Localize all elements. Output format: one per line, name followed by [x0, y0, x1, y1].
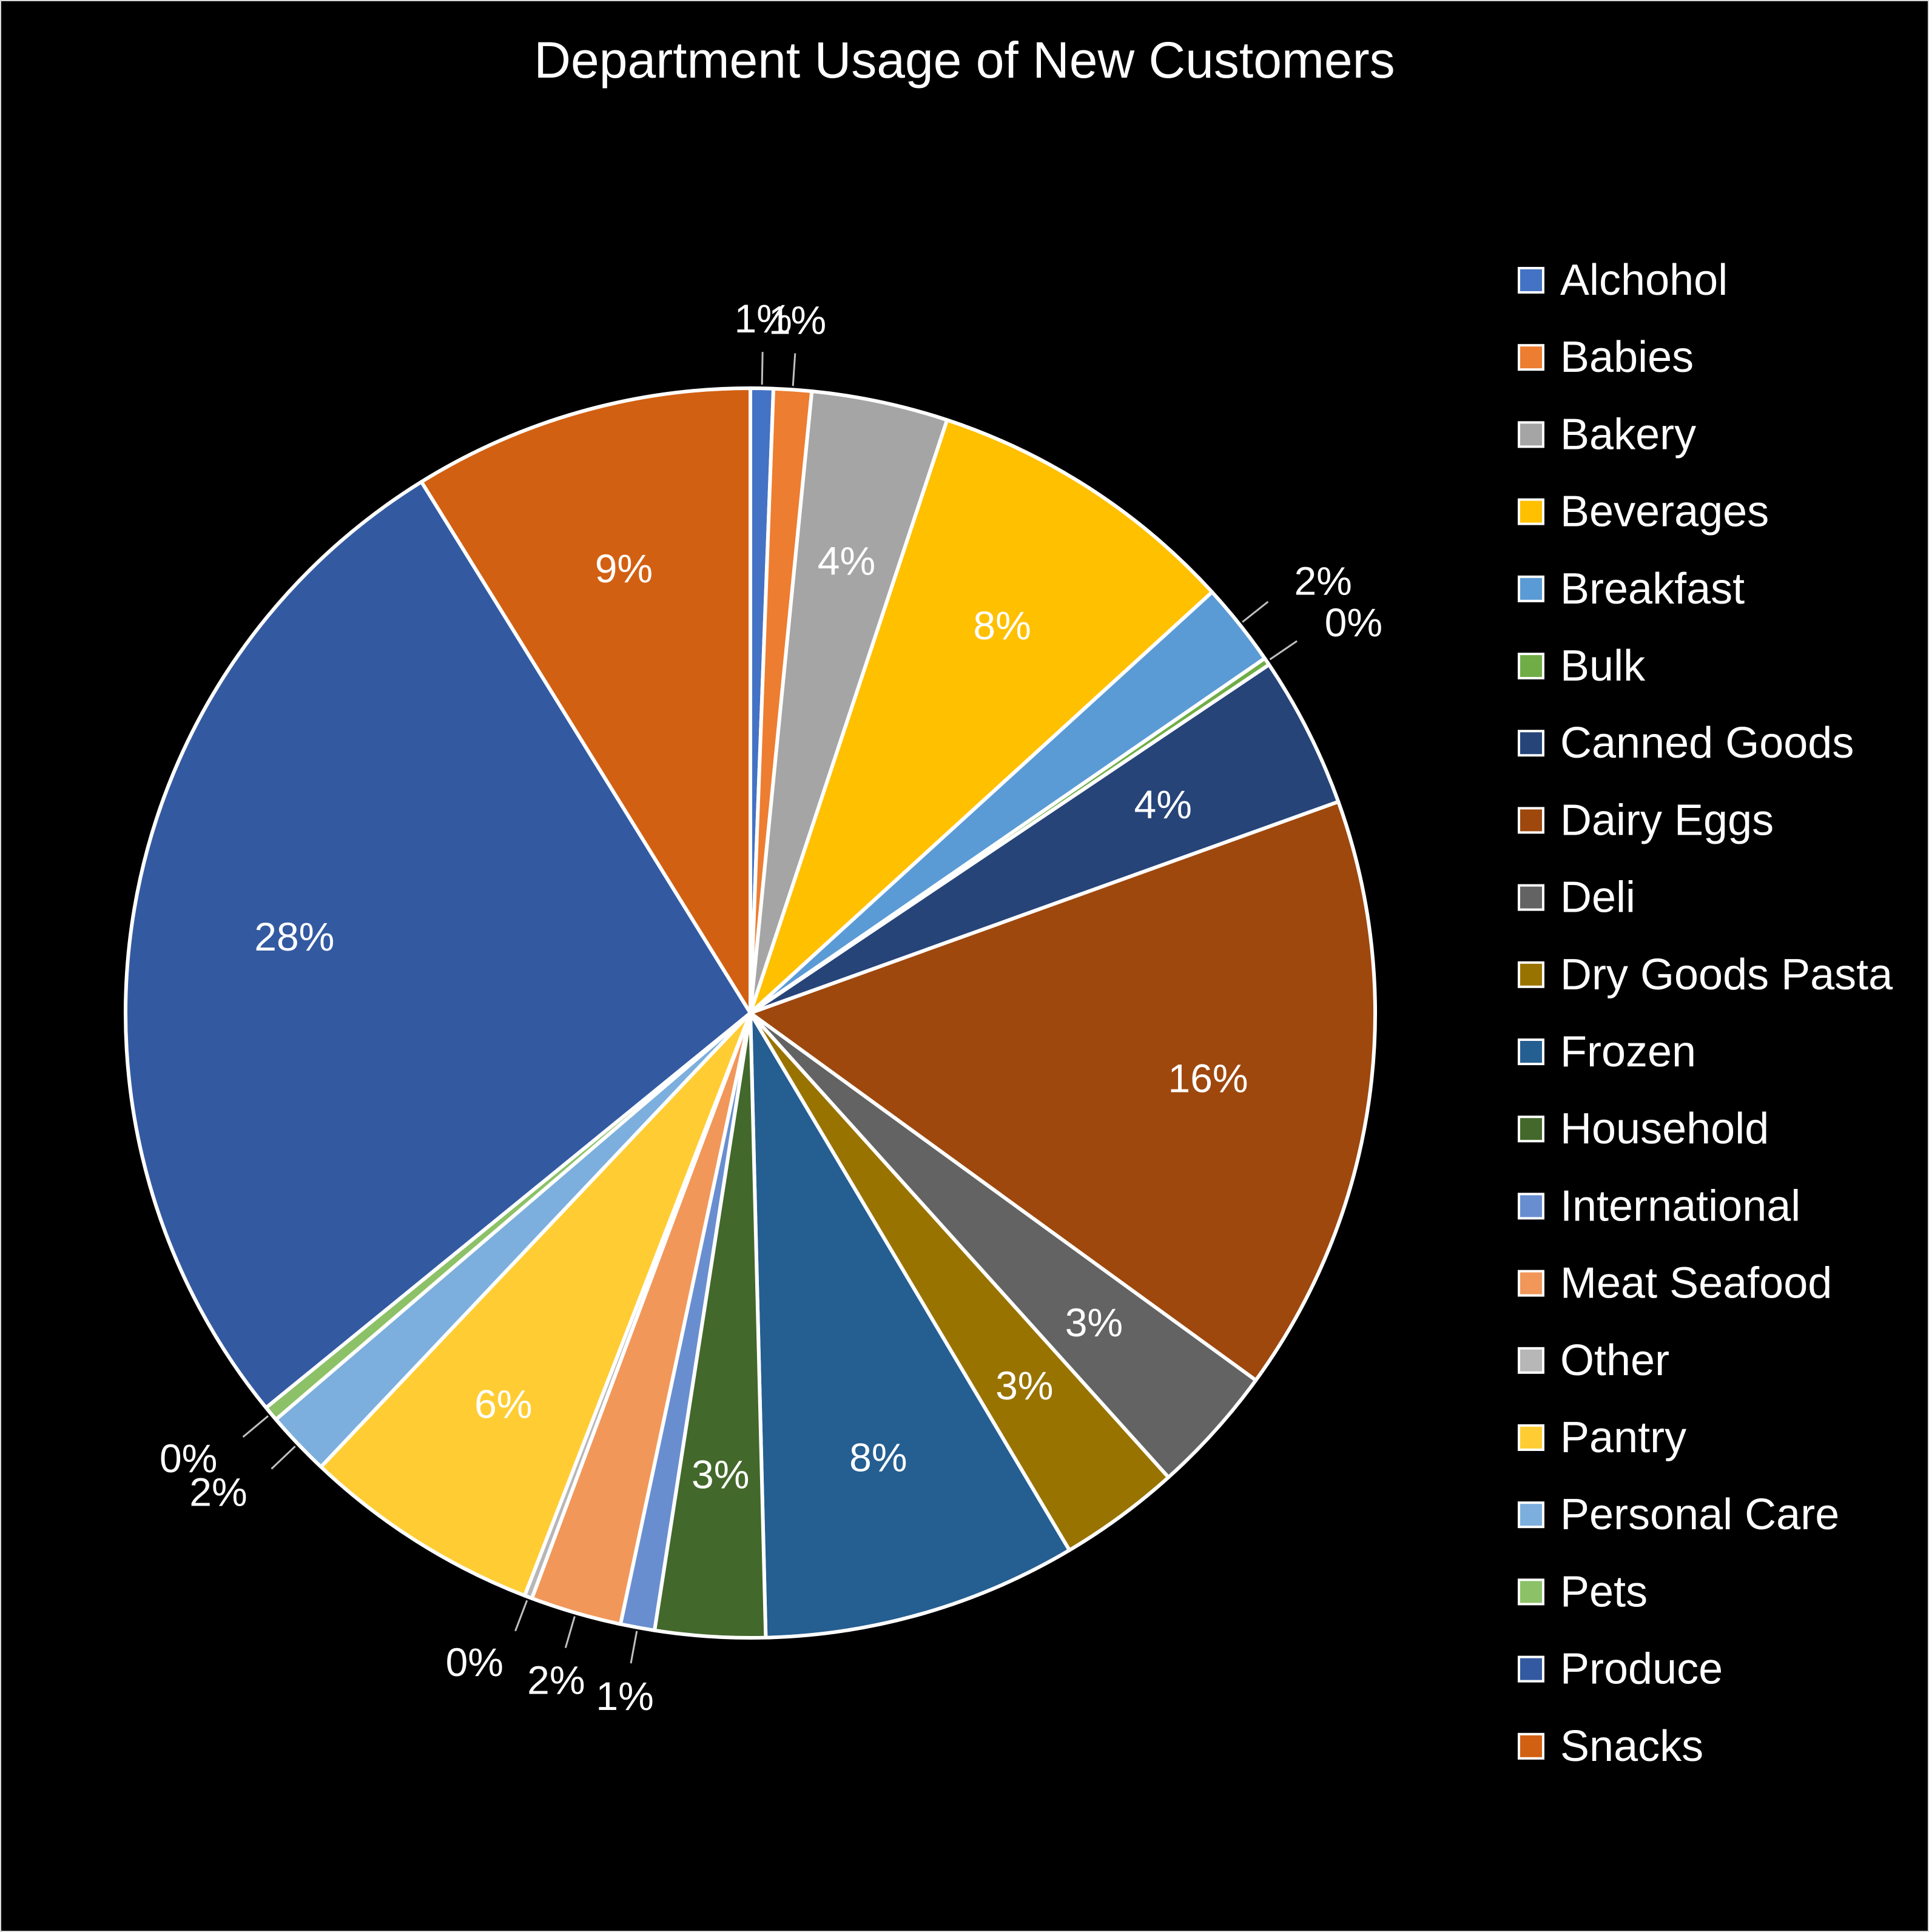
legend-swatch-deli	[1518, 884, 1544, 911]
slice-pantry	[319, 1011, 752, 1598]
legend-swatch-dairy-eggs	[1518, 807, 1544, 834]
legend-swatch-snacks	[1518, 1732, 1544, 1760]
leader-line-other	[514, 1600, 528, 1632]
legend-label-personal-care: Personal Care	[1560, 1490, 1839, 1539]
data-label-dairy-eggs: 16%	[1168, 1056, 1248, 1101]
slice-dairy-eggs	[749, 799, 1377, 1382]
legend-label-other: Other	[1560, 1336, 1669, 1385]
data-label-canned-goods: 4%	[1134, 782, 1191, 827]
legend-swatch-pets	[1518, 1578, 1544, 1606]
legend-swatch-beverages	[1518, 498, 1544, 525]
leader-line-alchohol	[761, 352, 764, 385]
legend-label-babies: Babies	[1560, 333, 1694, 382]
legend-label-dairy-eggs: Dairy Eggs	[1560, 796, 1774, 844]
data-label-frozen: 8%	[849, 1435, 907, 1479]
leader-line-personal-care	[271, 1446, 296, 1470]
pie-slices	[124, 386, 1377, 1640]
leader-line-bulk	[1269, 640, 1298, 661]
data-labels: 1%1%4%8%2%0%4%16%3%3%8%3%1%2%0%6%2%0%28%…	[160, 296, 1382, 1718]
data-label-meat-seafood: 2%	[527, 1657, 585, 1702]
legend-swatch-bulk	[1518, 653, 1544, 679]
legend-label-beverages: Beverages	[1560, 488, 1769, 536]
legend-swatch-canned-goods	[1518, 730, 1544, 757]
legend-label-alchohol: Alchohol	[1560, 256, 1728, 305]
legend-swatch-breakfast	[1518, 575, 1544, 602]
legend-label-breakfast: Breakfast	[1560, 565, 1745, 613]
legend-label-canned-goods: Canned Goods	[1560, 719, 1854, 767]
legend-swatch-dry-goods-pasta	[1518, 961, 1544, 988]
data-label-babies: 1%	[769, 298, 826, 343]
legend: Alchohol Babies Bakery Beverages Breakfast Bu…	[1518, 256, 1893, 1771]
leader-line-pets	[242, 1415, 269, 1438]
leader-line-breakfast	[1242, 601, 1269, 623]
slice-beverages	[749, 418, 1214, 1015]
legend-swatch-household	[1518, 1116, 1544, 1143]
slice-canned-goods	[749, 662, 1341, 1015]
slice-deli	[749, 1011, 1258, 1479]
data-label-bulk: 0%	[1325, 600, 1382, 645]
legend-label-dry-goods-pasta: Dry Goods Pasta	[1560, 951, 1893, 999]
data-label-pantry: 6%	[474, 1381, 532, 1426]
legend-swatch-pantry	[1518, 1424, 1544, 1451]
legend-label-bulk: Bulk	[1560, 642, 1646, 690]
leader-line-meat-seafood	[564, 1616, 576, 1648]
data-label-beverages: 8%	[973, 603, 1031, 648]
legend-label-deli: Deli	[1560, 873, 1635, 922]
legend-label-pantry: Pantry	[1560, 1413, 1686, 1462]
legend-swatch-babies	[1518, 344, 1544, 371]
data-label-personal-care: 2%	[189, 1469, 247, 1514]
legend-label-frozen: Frozen	[1560, 1028, 1696, 1076]
data-label-alchohol: 1%	[734, 296, 792, 341]
data-label-produce: 28%	[254, 914, 334, 959]
legend-label-produce: Produce	[1560, 1645, 1723, 1694]
legend-swatch-bakery	[1518, 421, 1544, 448]
slice-bakery	[749, 389, 949, 1015]
legend-swatch-international	[1518, 1193, 1544, 1220]
legend-label-household: Household	[1560, 1105, 1769, 1153]
legend-swatch-produce	[1518, 1655, 1544, 1683]
legend-label-meat-seafood: Meat Seafood	[1560, 1259, 1832, 1308]
chart-title: Department Usage of New Customers	[534, 32, 1395, 89]
legend-label-international: International	[1560, 1182, 1800, 1230]
data-label-pets: 0%	[160, 1436, 217, 1481]
data-label-snacks: 9%	[595, 546, 653, 591]
legend-swatch-personal-care	[1518, 1501, 1544, 1529]
leader-line-babies	[792, 353, 796, 386]
legend-swatch-other	[1518, 1347, 1544, 1374]
legend-swatch-meat-seafood	[1518, 1270, 1544, 1297]
data-label-bakery: 4%	[818, 538, 875, 583]
legend-swatch-frozen	[1518, 1038, 1544, 1065]
legend-swatch-alchohol	[1518, 267, 1544, 294]
leader-lines	[242, 352, 1298, 1664]
data-label-breakfast: 2%	[1294, 559, 1352, 604]
data-label-deli: 3%	[1065, 1300, 1123, 1345]
data-label-household: 3%	[692, 1452, 749, 1497]
data-label-international: 1%	[596, 1674, 653, 1718]
leader-line-international	[630, 1631, 638, 1664]
legend-label-pets: Pets	[1560, 1567, 1648, 1616]
legend-label-bakery: Bakery	[1560, 410, 1696, 459]
data-label-other: 0%	[446, 1640, 503, 1685]
slice-produce	[124, 480, 752, 1410]
data-label-dry-goods-pasta: 3%	[995, 1363, 1053, 1408]
slice-frozen	[749, 1011, 1071, 1640]
slice-snacks	[419, 386, 752, 1015]
legend-label-snacks: Snacks	[1560, 1722, 1703, 1771]
